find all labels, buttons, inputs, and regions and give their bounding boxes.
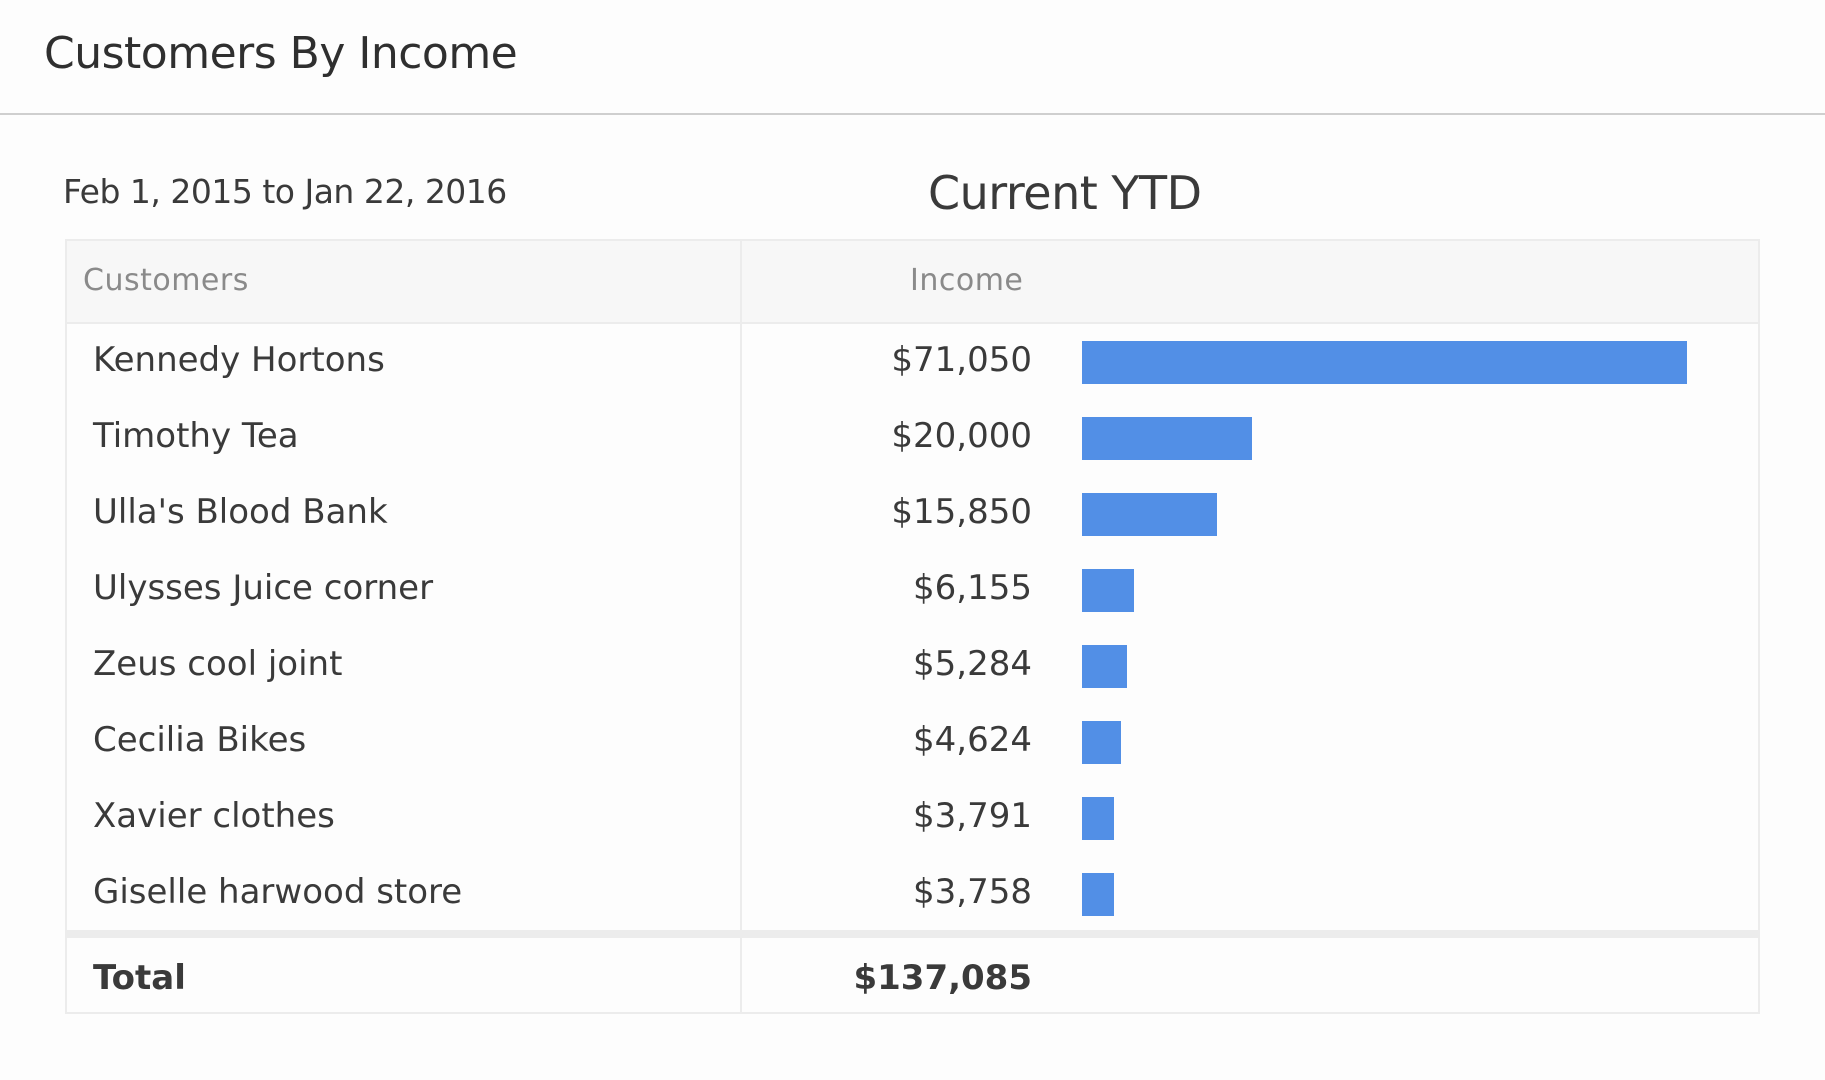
income-value: $20,000 [891,416,1032,456]
date-range: Feb 1, 2015 to Jan 22, 2016 [63,172,507,211]
income-bar[interactable] [1082,569,1134,612]
customer-name: Ulla's Blood Bank [93,492,388,532]
income-value: $4,624 [913,720,1032,760]
column-header-customers[interactable]: Customers [83,263,249,298]
income-bar[interactable] [1082,797,1114,840]
table-row[interactable]: Xavier clothes $3,791 [67,780,1758,856]
income-table: Customers Income Kennedy Hortons $71,050 T… [65,239,1760,1014]
income-bar[interactable] [1082,341,1687,384]
total-label: Total [93,958,186,998]
income-bar[interactable] [1082,873,1114,916]
table-row[interactable]: Timothy Tea $20,000 [67,400,1758,476]
income-value: $5,284 [913,644,1032,684]
income-bar[interactable] [1082,417,1252,460]
table-row[interactable]: Ulla's Blood Bank $15,850 [67,476,1758,552]
table-row[interactable]: Ulysses Juice corner $6,155 [67,552,1758,628]
column-header-income[interactable]: Income [910,263,1024,298]
table-header: Customers Income [67,241,1758,324]
income-value: $3,758 [913,872,1032,912]
income-bar[interactable] [1082,493,1217,536]
income-value: $6,155 [913,568,1032,608]
table-row[interactable]: Zeus cool joint $5,284 [67,628,1758,704]
customer-name: Giselle harwood store [93,872,463,912]
income-value: $71,050 [891,340,1032,380]
customer-name: Cecilia Bikes [93,720,307,760]
total-separator [67,930,1758,938]
income-value: $15,850 [891,492,1032,532]
customer-name: Zeus cool joint [93,644,343,684]
customer-name: Xavier clothes [93,796,335,836]
widget-title: Customers By Income [44,28,518,79]
income-bar[interactable] [1082,645,1127,688]
table-row[interactable]: Cecilia Bikes $4,624 [67,704,1758,780]
total-value: $137,085 [853,958,1032,998]
table-row[interactable]: Kennedy Hortons $71,050 [67,324,1758,400]
period-label: Current YTD [928,166,1202,220]
column-divider [740,241,742,1012]
total-row: Total $137,085 [67,938,1758,1014]
customer-name: Ulysses Juice corner [93,568,434,608]
income-bar[interactable] [1082,721,1121,764]
income-value: $3,791 [913,796,1032,836]
widget-header: Customers By Income [0,0,1825,115]
table-row[interactable]: Giselle harwood store $3,758 [67,856,1758,932]
customer-name: Timothy Tea [93,416,299,456]
customer-name: Kennedy Hortons [93,340,385,380]
